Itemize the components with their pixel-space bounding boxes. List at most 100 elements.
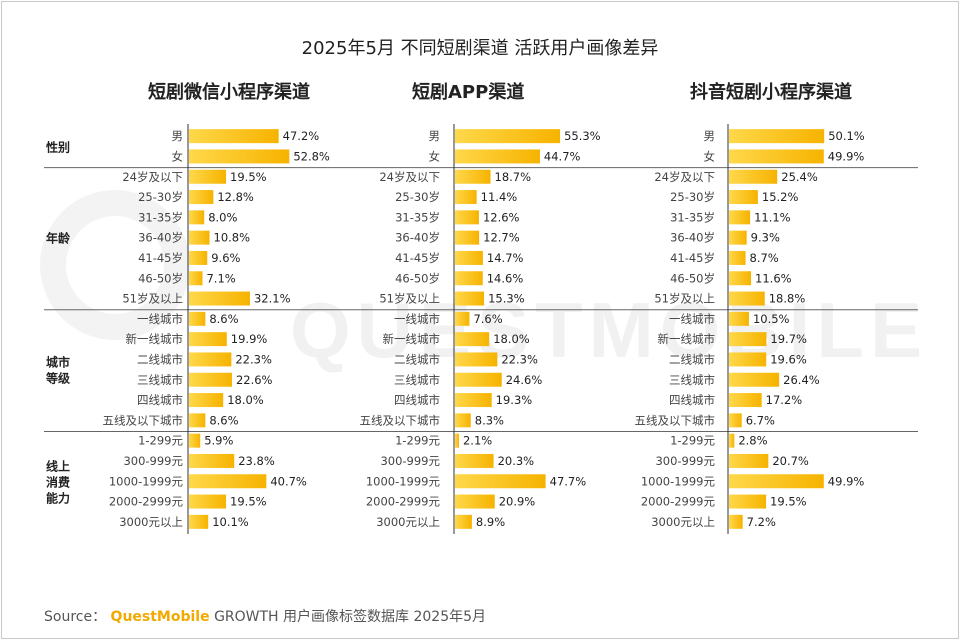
panel-title-wechat: 短剧微信小程序渠道 (148, 82, 310, 103)
category-label: 24岁及以下 (379, 170, 440, 184)
bar (455, 250, 483, 265)
source-suffix: GROWTH 用户画像标签数据库 2025年5月 (214, 609, 487, 625)
bar (729, 372, 780, 387)
value-label: 19.9% (231, 332, 268, 346)
value-label: 19.5% (230, 495, 267, 509)
group-label: 年龄 (46, 231, 71, 246)
value-label: 18.0% (493, 332, 530, 346)
category-label: 二线城市 (137, 352, 183, 366)
value-label: 9.6% (211, 251, 240, 265)
value-label: 55.3% (564, 129, 601, 143)
bar (455, 393, 492, 408)
category-label: 300-999元 (380, 454, 440, 468)
value-label: 14.6% (487, 271, 524, 285)
category-label: 51岁及以上 (379, 292, 440, 306)
category-label: 51岁及以上 (654, 292, 715, 306)
value-label: 17.2% (766, 393, 803, 407)
category-label: 41-45岁 (670, 251, 715, 265)
value-label: 20.9% (499, 495, 536, 509)
value-label: 8.6% (209, 413, 238, 427)
category-label: 46-50岁 (670, 271, 715, 285)
bar (189, 332, 227, 347)
category-label: 二线城市 (394, 352, 440, 366)
category-label: 2000-2999元 (109, 495, 184, 509)
bar (455, 514, 472, 529)
bar (729, 474, 824, 489)
bar (729, 291, 765, 306)
bar (455, 149, 540, 164)
bar (729, 433, 735, 448)
bar (455, 474, 546, 489)
value-label: 15.2% (762, 190, 799, 204)
bar (455, 210, 479, 225)
value-label: 22.6% (236, 373, 273, 387)
category-label: 3000元以上 (651, 515, 715, 529)
category-label: 新一线城市 (658, 332, 716, 346)
value-label: 8.7% (750, 251, 779, 265)
category-label: 31-35岁 (138, 210, 183, 224)
bar (189, 413, 206, 428)
bar (729, 393, 762, 408)
bar (455, 494, 495, 509)
value-label: 40.7% (270, 474, 307, 488)
bar (455, 129, 561, 144)
category-label: 五线及以下城市 (635, 413, 716, 427)
bar (189, 514, 209, 529)
value-label: 44.7% (544, 149, 581, 163)
value-label: 14.7% (487, 251, 524, 265)
bar (729, 250, 746, 265)
value-label: 49.9% (828, 474, 865, 488)
category-label: 25-30岁 (138, 190, 183, 204)
category-label: 25-30岁 (670, 190, 715, 204)
category-label: 1-299元 (395, 434, 440, 448)
group-label: 性别 (45, 139, 70, 154)
value-label: 9.3% (751, 231, 780, 245)
category-label: 31-35岁 (395, 210, 440, 224)
bar (189, 433, 201, 448)
value-label: 22.3% (235, 352, 272, 366)
bar (729, 149, 824, 164)
value-label: 24.6% (506, 373, 543, 387)
panel-title-app: 短剧APP渠道 (412, 82, 525, 103)
category-label: 二线城市 (669, 352, 715, 366)
category-label: 女 (704, 149, 716, 163)
category-label: 四线城市 (137, 393, 183, 407)
bar (455, 433, 459, 448)
value-label: 19.7% (770, 332, 807, 346)
value-label: 52.8% (293, 149, 330, 163)
watermark-text: QUESTMOBILE (290, 286, 929, 374)
bar (729, 332, 767, 347)
source-brand: QuestMobile (110, 609, 210, 625)
group-label: 城市等级 (45, 355, 70, 386)
bar (189, 271, 203, 286)
category-label: 25-30岁 (395, 190, 440, 204)
bar (455, 169, 491, 184)
category-label: 1000-1999元 (641, 474, 716, 488)
category-label: 3000元以上 (376, 515, 440, 529)
bar (455, 190, 477, 205)
category-label: 300-999元 (655, 454, 715, 468)
bar (189, 230, 210, 245)
category-label: 36-40岁 (395, 231, 440, 245)
category-label: 36-40岁 (670, 231, 715, 245)
category-label: 31-35岁 (670, 210, 715, 224)
category-label: 1-299元 (670, 434, 715, 448)
category-label: 四线城市 (394, 393, 440, 407)
category-label: 一线城市 (137, 312, 183, 326)
value-label: 10.1% (212, 515, 249, 529)
category-label: 四线城市 (669, 393, 715, 407)
value-label: 7.2% (747, 515, 776, 529)
category-label: 男 (429, 129, 441, 143)
bar (189, 169, 227, 184)
bar (455, 372, 502, 387)
category-label: 24岁及以下 (122, 170, 183, 184)
value-label: 18.8% (769, 292, 806, 306)
value-label: 19.5% (770, 495, 807, 509)
value-label: 10.5% (753, 312, 790, 326)
bar (729, 311, 749, 326)
category-label: 24岁及以下 (654, 170, 715, 184)
value-label: 20.7% (772, 454, 809, 468)
category-label: 3000元以上 (119, 515, 183, 529)
value-label: 50.1% (828, 129, 865, 143)
